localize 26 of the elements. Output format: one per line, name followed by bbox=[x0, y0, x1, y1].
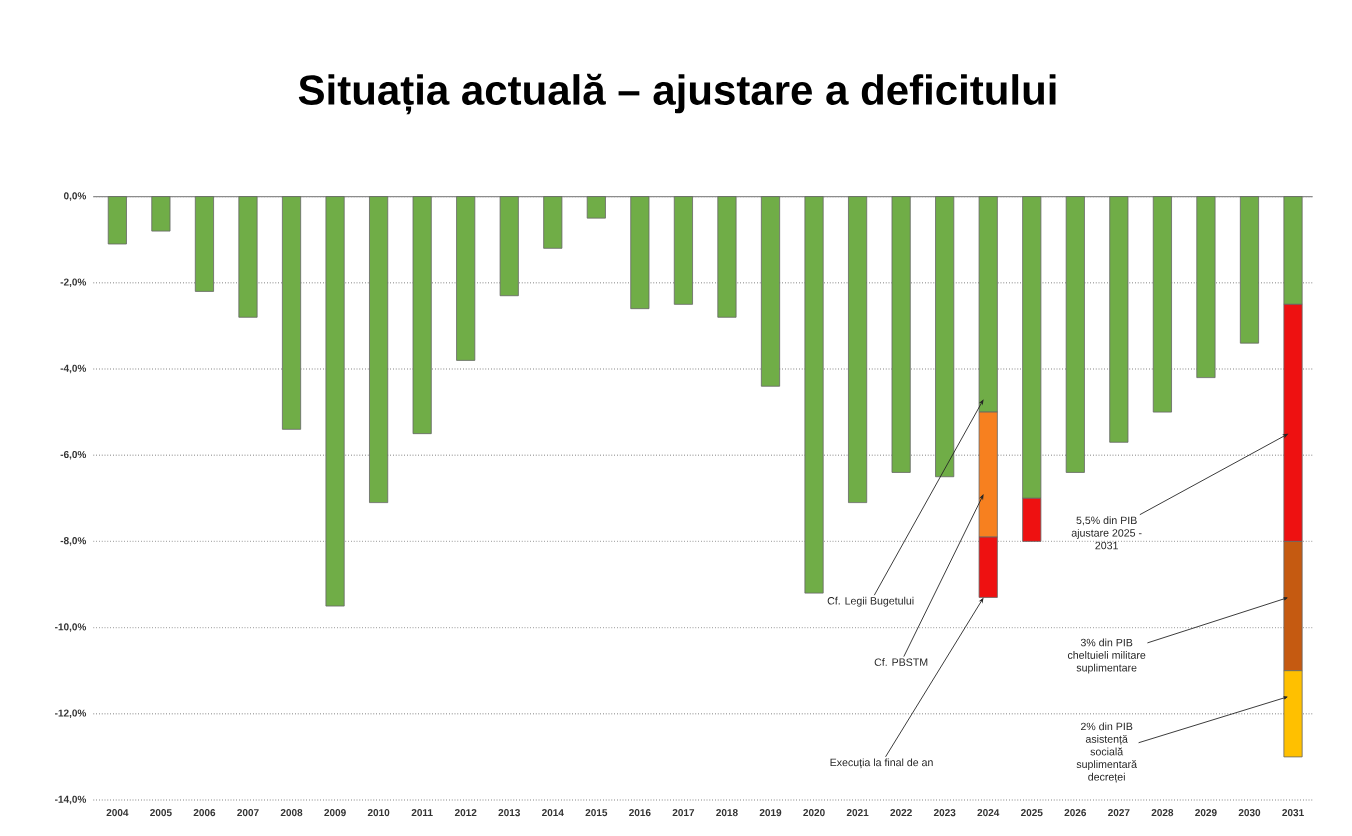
bar bbox=[586, 196, 606, 219]
bar bbox=[760, 196, 781, 387]
bar bbox=[151, 196, 171, 232]
bar bbox=[848, 196, 868, 504]
bar bbox=[543, 196, 563, 249]
bar bbox=[935, 196, 955, 478]
bar bbox=[717, 196, 737, 318]
bar bbox=[412, 196, 432, 435]
chart-title: Situația actuală – ajustare a deficitului bbox=[298, 73, 1056, 115]
bar bbox=[891, 196, 911, 473]
bar bbox=[107, 196, 127, 245]
bar bbox=[1196, 196, 1216, 379]
bar bbox=[673, 196, 693, 305]
bar bbox=[456, 196, 476, 361]
bar bbox=[630, 196, 650, 310]
bar bbox=[194, 196, 214, 292]
bar bbox=[499, 196, 519, 297]
bar bbox=[238, 196, 258, 318]
bar bbox=[1152, 196, 1172, 413]
bar bbox=[281, 196, 302, 430]
bar bbox=[325, 196, 345, 607]
bar bbox=[369, 196, 389, 504]
bar bbox=[804, 196, 824, 594]
bar bbox=[1239, 196, 1260, 344]
bar bbox=[1109, 196, 1129, 443]
bar bbox=[1065, 196, 1085, 473]
